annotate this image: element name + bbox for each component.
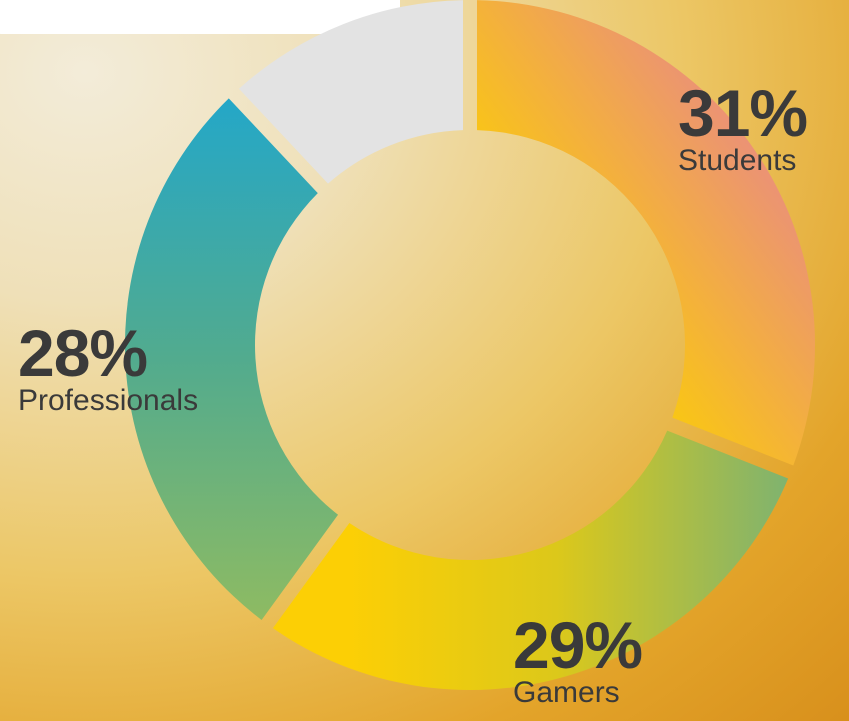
data-label-category: Professionals [18, 384, 199, 417]
data-label-value: 31% [678, 76, 808, 150]
data-label-value: 29% [513, 608, 643, 682]
slice-gamers [272, 430, 789, 691]
slice-label-professionals: 28% Professionals [18, 320, 198, 416]
slice-professionals [124, 98, 339, 620]
slice-remainder [238, 0, 464, 184]
data-label-value: 28% [18, 316, 148, 390]
data-label-category: Students [678, 144, 797, 177]
slice-label-gamers: 29% Gamers [513, 608, 643, 709]
slice-students [476, 0, 815, 466]
slice-label-students: 31% Students [678, 76, 808, 177]
data-label-category: Gamers [513, 676, 620, 709]
